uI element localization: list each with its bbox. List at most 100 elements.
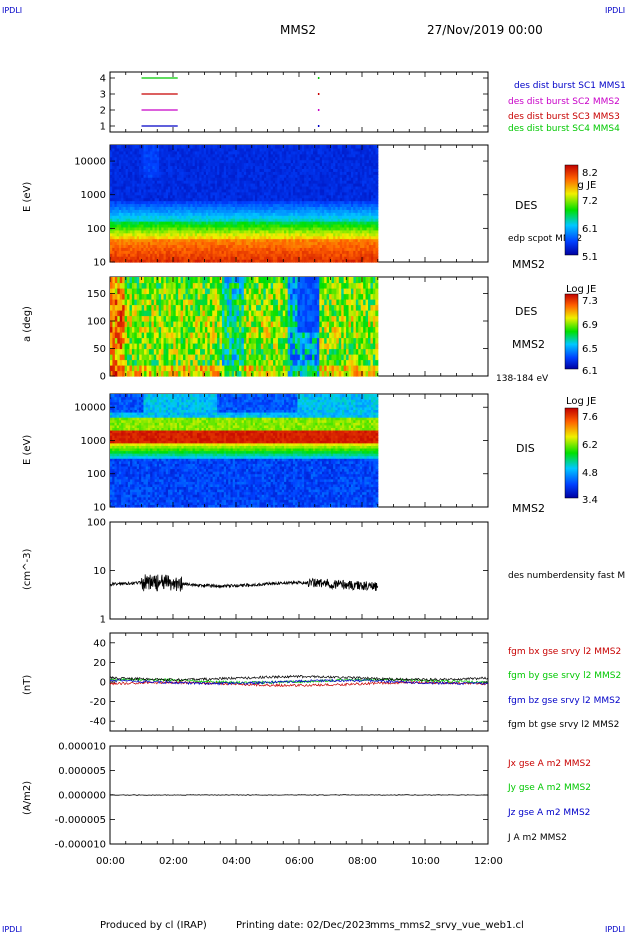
des-energy-cell	[143, 156, 147, 161]
des-energy-cell	[156, 203, 160, 208]
des-energy-cell	[139, 159, 142, 164]
des-energy-cell	[226, 165, 229, 169]
des-energy-cell	[141, 232, 145, 237]
des-energy-cell	[165, 183, 169, 187]
des-energy-cell	[139, 147, 142, 152]
des-energy-cell	[170, 197, 174, 202]
des-energy-cell	[197, 241, 200, 246]
des-energy-cell	[203, 191, 207, 196]
des-energy-cell	[154, 171, 158, 175]
des-energy-cell	[212, 256, 216, 260]
des-energy-cell	[176, 185, 180, 190]
des-energy-cell	[150, 194, 153, 199]
des-energy-cell	[203, 238, 207, 243]
des-energy-cell	[212, 241, 216, 246]
des-energy-cell	[223, 150, 227, 155]
des-energy-cell	[210, 162, 214, 167]
des-energy-cell	[210, 185, 214, 190]
des-energy-cell	[190, 183, 194, 187]
des-energy-cell	[199, 168, 203, 172]
des-energy-cell	[141, 221, 145, 225]
des-energy-cell	[232, 256, 236, 260]
des-energy-cell	[130, 203, 133, 208]
des-energy-cell	[246, 226, 249, 231]
des-energy-cell	[223, 223, 227, 228]
des-energy-cell	[176, 232, 180, 237]
des-energy-cell	[221, 197, 225, 202]
des-energy-cell	[170, 235, 174, 240]
des-energy-cell	[147, 194, 151, 199]
des-energy-cell	[139, 194, 142, 199]
des-energy-cell	[181, 156, 185, 161]
des-energy-cell	[136, 232, 140, 237]
des-energy-cell	[190, 153, 194, 158]
des-energy-cell	[188, 226, 191, 231]
des-energy-cell	[199, 229, 203, 234]
des-energy-cell	[210, 168, 214, 172]
des-energy-cell	[205, 145, 209, 149]
des-energy-cell	[226, 194, 229, 199]
des-energy-cell	[156, 241, 160, 246]
des-energy-cell	[179, 235, 182, 240]
des-energy-cell	[112, 168, 116, 172]
des-energy-cell	[139, 200, 142, 205]
des-energy-cell	[201, 156, 205, 161]
des-energy-cell	[185, 147, 189, 152]
des-energy-cell	[190, 185, 194, 190]
des-energy-cell	[223, 185, 227, 190]
des-energy-cell	[170, 188, 174, 193]
des-energy-cell	[174, 253, 178, 257]
des-energy-cell	[210, 241, 214, 246]
des-energy-cell	[205, 185, 209, 190]
des-energy-cell	[214, 150, 218, 155]
des-energy-cell	[174, 235, 178, 240]
des-energy-cell	[214, 197, 218, 202]
des-energy-cell	[199, 250, 203, 254]
des-energy-cell	[241, 150, 245, 155]
des-energy-cell	[214, 212, 218, 216]
logo-left: IPDLI	[2, 6, 22, 15]
des-energy-cell	[181, 247, 185, 251]
des-energy-cell	[154, 188, 158, 193]
des-energy-cell	[201, 180, 205, 184]
des-energy-cell	[226, 209, 229, 213]
des-energy-cell	[134, 209, 138, 213]
des-energy-cell	[116, 250, 120, 254]
des-energy-cell	[150, 150, 153, 155]
des-energy-cell	[176, 168, 180, 172]
des-energy-cell	[114, 153, 118, 158]
des-energy-cell	[241, 247, 245, 251]
des-energy-cell	[161, 253, 165, 257]
des-energy-cell	[176, 165, 180, 169]
des-energy-cell	[156, 223, 160, 228]
des-energy-cell	[203, 156, 207, 161]
des-energy-cell	[228, 159, 232, 164]
des-energy-cell	[210, 147, 214, 152]
des-energy-cell	[239, 177, 243, 181]
des-energy-cell	[223, 197, 227, 202]
des-energy-cell	[192, 183, 196, 187]
des-energy-cell	[172, 188, 176, 193]
des-energy-cell	[221, 194, 225, 199]
des-energy-cell	[110, 177, 113, 181]
des-energy-cell	[163, 238, 167, 243]
des-energy-cell	[183, 209, 187, 213]
des-energy-cell	[152, 259, 156, 263]
des-energy-cell	[228, 212, 232, 216]
des-energy-cell	[217, 174, 220, 178]
des-energy-cell	[221, 244, 225, 248]
des-energy-cell	[214, 253, 218, 257]
des-energy-cell	[223, 165, 227, 169]
des-energy-cell	[208, 191, 212, 196]
des-energy-cell	[197, 200, 200, 205]
des-energy-cell	[165, 147, 169, 152]
des-energy-cell	[121, 226, 124, 231]
des-energy-cell	[199, 162, 203, 167]
des-energy-cell	[159, 203, 162, 208]
des-energy-cell	[139, 235, 142, 240]
des-energy-cell	[139, 253, 142, 257]
des-energy-cell	[210, 235, 214, 240]
des-energy-cell	[192, 218, 196, 222]
des-energy-cell	[239, 159, 243, 164]
des-energy-cell	[197, 215, 200, 219]
